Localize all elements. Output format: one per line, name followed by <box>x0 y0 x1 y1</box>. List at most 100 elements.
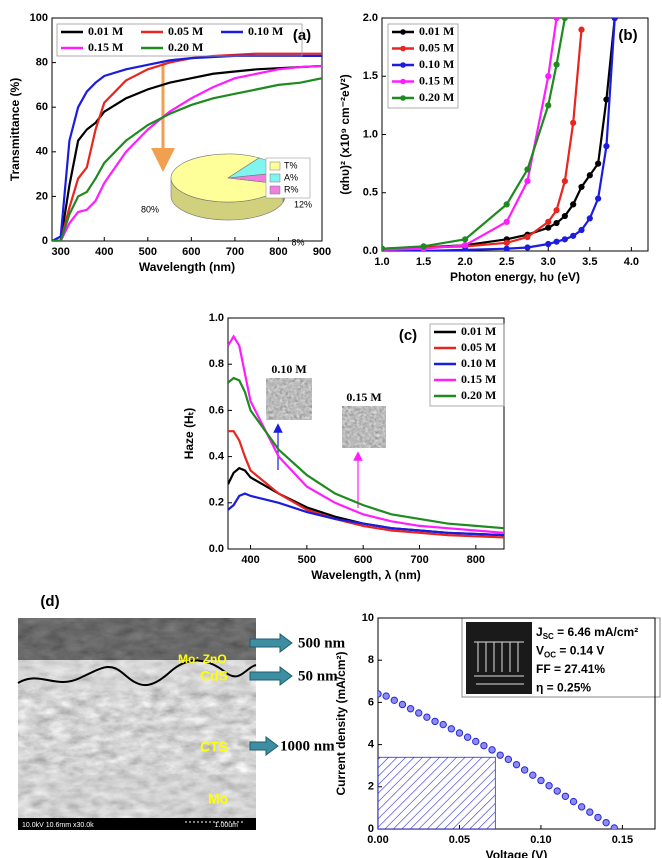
data-point <box>420 243 427 250</box>
data-point <box>586 172 593 179</box>
x-tick-label: 1.0 <box>374 256 389 268</box>
info-text: V <box>536 644 544 658</box>
legend-label: 0.10 M <box>461 356 496 370</box>
data-point <box>577 803 586 811</box>
data-point <box>545 240 552 248</box>
data-point <box>561 178 568 185</box>
data-point <box>570 119 577 126</box>
panel-label: (c) <box>399 327 417 344</box>
y-axis-label: Current density (mA/cm²) <box>334 651 348 795</box>
plot-area <box>228 334 504 539</box>
x-tick-label: 0.15 <box>612 834 633 846</box>
info-line: FF = 27.41% <box>536 662 605 676</box>
sem-shade <box>18 618 256 660</box>
data-point <box>524 178 531 185</box>
data-point <box>602 818 610 827</box>
series-line <box>52 64 322 241</box>
x-tick-label: 500 <box>298 554 316 566</box>
legend-marker <box>400 95 406 101</box>
data-point <box>503 201 510 208</box>
pie-value-label: 80% <box>141 204 159 214</box>
data-point <box>406 705 415 713</box>
x-tick-label: 900 <box>313 246 331 258</box>
data-point <box>537 776 545 785</box>
panel-label: (b) <box>618 27 637 44</box>
x-tick-label: 800 <box>269 246 287 258</box>
data-point <box>569 797 578 806</box>
data-point <box>553 238 560 245</box>
layer-label: Mo: ZnO <box>178 652 227 666</box>
y-tick-label: 20 <box>36 190 48 202</box>
device-lines <box>474 641 524 685</box>
y-tick-label: 2 <box>368 781 374 793</box>
data-point <box>553 787 561 795</box>
sem-footer-bar <box>18 818 256 830</box>
x-tick-label: 700 <box>226 246 244 258</box>
arrow <box>249 736 279 756</box>
data-point <box>390 696 398 704</box>
pie-slice <box>170 153 284 203</box>
x-tick-label: 3.0 <box>541 256 556 268</box>
x-tick-label: 1.5 <box>416 256 431 268</box>
legend-marker <box>400 29 406 35</box>
legend-label: 0.20 M <box>419 90 454 104</box>
data-point <box>463 733 472 741</box>
x-tick-label: 4.0 <box>624 256 639 268</box>
x-tick-label: 500 <box>139 246 157 258</box>
y-tick-label: 80 <box>36 57 48 69</box>
data-point <box>586 215 593 222</box>
pie-legend-swatch <box>269 173 281 183</box>
data-point <box>431 717 439 726</box>
data-point <box>545 73 552 80</box>
pie-legend-swatch <box>269 161 281 171</box>
x-tick-label: 2.5 <box>499 256 514 268</box>
x-axis-label: Wavelength, λ (nm) <box>311 568 421 582</box>
thickness-label: 1000 nm <box>280 738 335 754</box>
series-line <box>228 492 504 537</box>
legend-label: 0.15 M <box>419 73 454 87</box>
data-point <box>570 201 577 208</box>
y-axis-label: Transmittance (%) <box>8 78 22 181</box>
y-axis-label: Haze (Hₜ) <box>182 408 196 460</box>
y-tick-label: 8 <box>368 654 374 666</box>
info-line: η = 0.25% <box>536 681 591 695</box>
data-point <box>595 160 602 167</box>
data-point <box>578 26 585 33</box>
data-point <box>610 824 618 829</box>
pie-legend-label: R% <box>284 184 299 194</box>
sem-shade <box>18 775 256 818</box>
y-tick-label: 0 <box>42 235 48 247</box>
data-point <box>398 700 407 709</box>
data-point <box>524 244 531 251</box>
y-tick-label: 40 <box>36 146 48 158</box>
layer-label: Mo <box>208 791 228 807</box>
plot-area <box>378 690 618 829</box>
device-photo <box>466 622 532 694</box>
data-point <box>545 224 552 231</box>
y-tick-label: 0.6 <box>209 404 224 416</box>
series-line <box>228 334 504 534</box>
data-point <box>561 792 570 800</box>
x-tick-label: 0.10 <box>530 834 551 846</box>
y-tick-label: 1.0 <box>209 312 224 324</box>
series-line <box>382 18 558 251</box>
y-tick-label: 1.5 <box>363 70 378 82</box>
y-tick-label: 60 <box>36 101 48 113</box>
info-text: FF = 27.41% <box>536 662 605 676</box>
data-point <box>462 242 469 249</box>
x-tick-label: 2.0 <box>457 256 472 268</box>
y-tick-label: 100 <box>30 12 48 24</box>
plot-area <box>52 52 322 241</box>
pie-value-label: 8% <box>291 237 304 247</box>
legend-box <box>387 23 459 109</box>
annotation: 0.10 M <box>271 362 306 376</box>
data-point <box>561 236 568 243</box>
info-line: VOC = 0.14 V <box>536 644 604 660</box>
legend-marker <box>400 62 406 68</box>
data-point <box>545 218 552 225</box>
plot-area <box>382 18 618 251</box>
legend-label: 0.05 M <box>419 40 454 54</box>
info-text: = 0.14 V <box>556 644 604 658</box>
series-line <box>382 29 583 250</box>
